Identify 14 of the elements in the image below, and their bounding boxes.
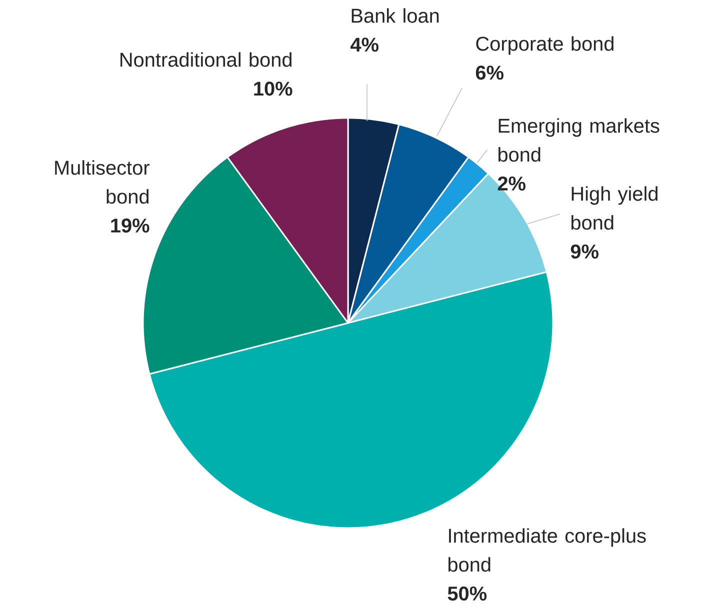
data-label: 9% [570,244,598,259]
slice-label: Emerging markets bond [498,118,660,162]
slice-label: Multisector bond [55,160,150,204]
data-label: 50% [448,586,487,601]
slice-label: High yield bond [571,186,658,230]
slice-label: Corporate bond [476,36,614,55]
slice-label: Bank loan [352,8,439,23]
data-label: 2% [498,176,526,191]
data-label: 6% [476,66,504,80]
slice-label: Nontraditional bond [120,52,292,67]
data-label: 19% [111,218,150,233]
slice-label: Intermediate core-plus bond [448,528,646,572]
data-label: 10% [254,82,292,96]
data-label: 4% [350,38,378,52]
